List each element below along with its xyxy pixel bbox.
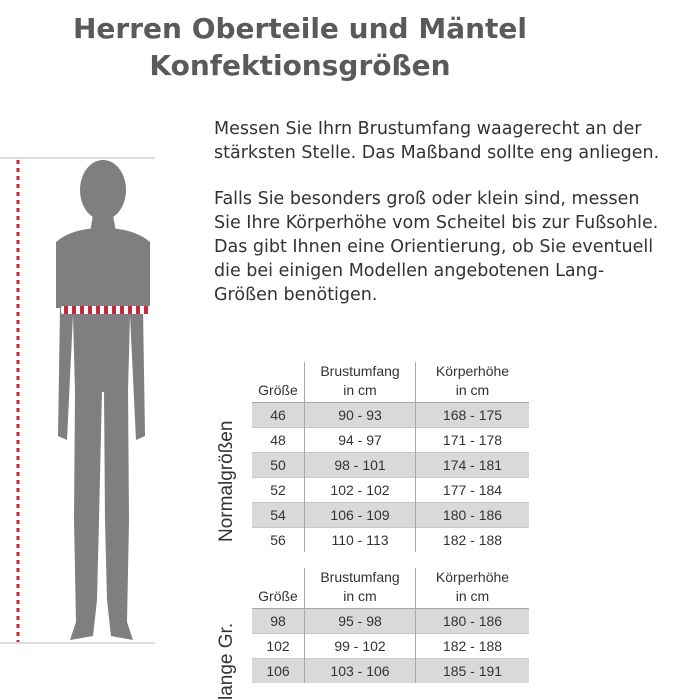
height-cell: 185 - 191 <box>415 658 529 683</box>
height-cell: 180 - 186 <box>415 608 529 634</box>
table-row: 54 106 - 109 180 - 186 <box>252 502 529 528</box>
chest-cell: 103 - 106 <box>304 658 416 683</box>
height-cell: 182 - 188 <box>415 527 529 552</box>
header-height: Körperhöhe in cm <box>415 568 529 609</box>
size-cell: 50 <box>252 452 305 478</box>
table-row: 98 95 - 98 180 - 186 <box>252 608 529 634</box>
chest-cell: 99 - 102 <box>304 633 416 659</box>
page-subtitle: Konfektionsgrößen <box>149 49 451 82</box>
header-size: Größe <box>252 568 305 609</box>
header-height: Körperhöhe in cm <box>415 362 529 403</box>
table-row: 48 94 - 97 171 - 178 <box>252 427 529 453</box>
table-row: 106 103 - 106 185 - 191 <box>252 658 529 683</box>
table-row: 102 99 - 102 182 - 188 <box>252 633 529 659</box>
page-title: Herren Oberteile und Mäntel <box>73 12 527 45</box>
table-row: 50 98 - 101 174 - 181 <box>252 452 529 478</box>
size-cell: 48 <box>252 427 305 453</box>
body-figure <box>0 157 155 644</box>
header-size: Größe <box>252 362 305 403</box>
long-sizes-label: lange Gr. <box>216 622 237 700</box>
chest-cell: 98 - 101 <box>304 452 416 478</box>
size-cell: 56 <box>252 527 305 552</box>
header-chest: Brustumfang in cm <box>304 362 416 403</box>
chest-cell: 102 - 102 <box>304 477 416 503</box>
height-cell: 180 - 186 <box>415 502 529 528</box>
size-cell: 46 <box>252 402 305 428</box>
height-cell: 177 - 184 <box>415 477 529 503</box>
size-cell: 106 <box>252 658 305 683</box>
chest-measure-instruction: Messen Sie Ihrn Brustumfang waagerecht a… <box>214 119 660 163</box>
long-sizes-table: Größe Brustumfang in cm Körperhöhe in cm 9… <box>252 568 529 683</box>
height-cell: 171 - 178 <box>415 427 529 453</box>
size-cell: 52 <box>252 477 305 503</box>
height-cell: 168 - 175 <box>415 402 529 428</box>
silhouette <box>56 160 150 640</box>
height-measure-instruction: Falls Sie besonders groß oder klein sind… <box>214 189 659 305</box>
size-cell: 54 <box>252 502 305 528</box>
chest-cell: 95 - 98 <box>304 608 416 634</box>
normal-sizes-table: Größe Brustumfang in cm Körperhöhe in cm 4… <box>252 362 529 552</box>
chest-cell: 94 - 97 <box>304 427 416 453</box>
table-row: 56 110 - 113 182 - 188 <box>252 527 529 552</box>
size-cell: 98 <box>252 608 305 634</box>
height-cell: 174 - 181 <box>415 452 529 478</box>
size-cell: 102 <box>252 633 305 659</box>
chest-measure-band <box>61 306 152 314</box>
chest-cell: 106 - 109 <box>304 502 416 528</box>
header-chest: Brustumfang in cm <box>304 568 416 609</box>
chest-cell: 90 - 93 <box>304 402 416 428</box>
chest-cell: 110 - 113 <box>304 527 416 552</box>
table-row: 46 90 - 93 168 - 175 <box>252 402 529 428</box>
normal-sizes-label: Normalgrößen <box>216 420 237 542</box>
height-cell: 182 - 188 <box>415 633 529 659</box>
table-row: 52 102 - 102 177 - 184 <box>252 477 529 503</box>
